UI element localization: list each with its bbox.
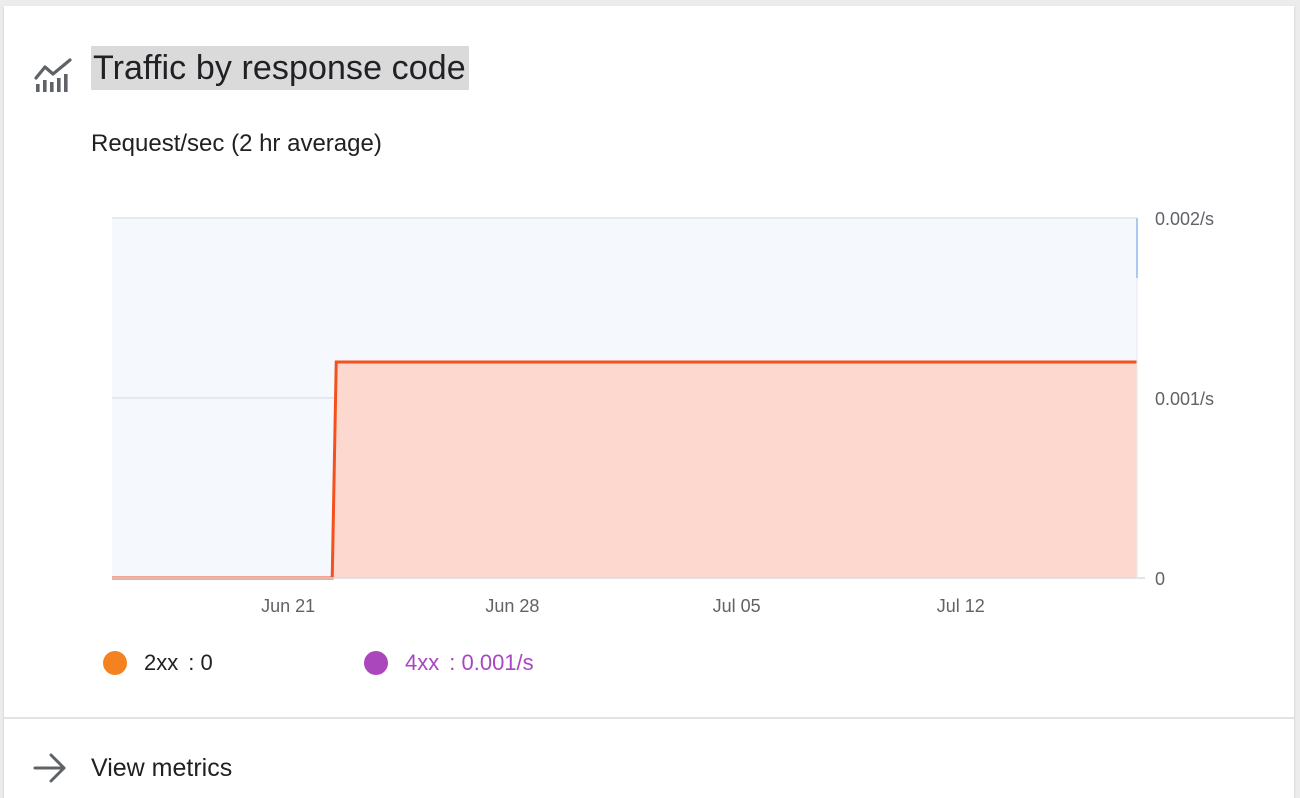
- legend-dot-2xx: [103, 651, 127, 675]
- legend-colon: :: [188, 650, 201, 675]
- x-tick-label: Jul 12: [937, 596, 985, 616]
- view-metrics-link[interactable]: View metrics: [32, 746, 232, 790]
- y-tick-label: 0.002/s: [1155, 209, 1214, 229]
- x-tick-label: Jun 28: [485, 596, 539, 616]
- chart-line-icon: [34, 58, 72, 92]
- arrow-right-icon: [33, 753, 66, 783]
- traffic-card: Traffic by response code Request/sec (2 …: [4, 6, 1294, 798]
- legend-name-2xx: 2xx: [144, 650, 179, 675]
- x-tick-label: Jun 21: [261, 596, 315, 616]
- legend-value-4xx: 0.001/s: [461, 650, 534, 675]
- traffic-chart: 0 0.001/s 0.002/s Jun 21 Jun 28 Jul 05 Jul 12: [112, 209, 1214, 616]
- y-tick-label: 0.001/s: [1155, 389, 1214, 409]
- y-tick-label: 0: [1155, 569, 1165, 589]
- x-tick-label: Jul 05: [713, 596, 761, 616]
- legend-dot-4xx: [364, 651, 388, 675]
- view-metrics-label: View metrics: [91, 753, 233, 782]
- legend-value-2xx: 0: [200, 650, 213, 675]
- chart-subtitle: Request/sec (2 hr average): [91, 130, 382, 157]
- legend-colon: :: [449, 650, 462, 675]
- legend-item-4xx[interactable]: 4xx: 0.001/s: [364, 648, 534, 678]
- legend-name-4xx: 4xx: [405, 650, 440, 675]
- series-area-4xx: [112, 362, 1137, 578]
- divider: [4, 717, 1294, 719]
- card-title: Traffic by response code: [91, 46, 469, 90]
- legend-item-2xx[interactable]: 2xx: 0: [103, 648, 213, 678]
